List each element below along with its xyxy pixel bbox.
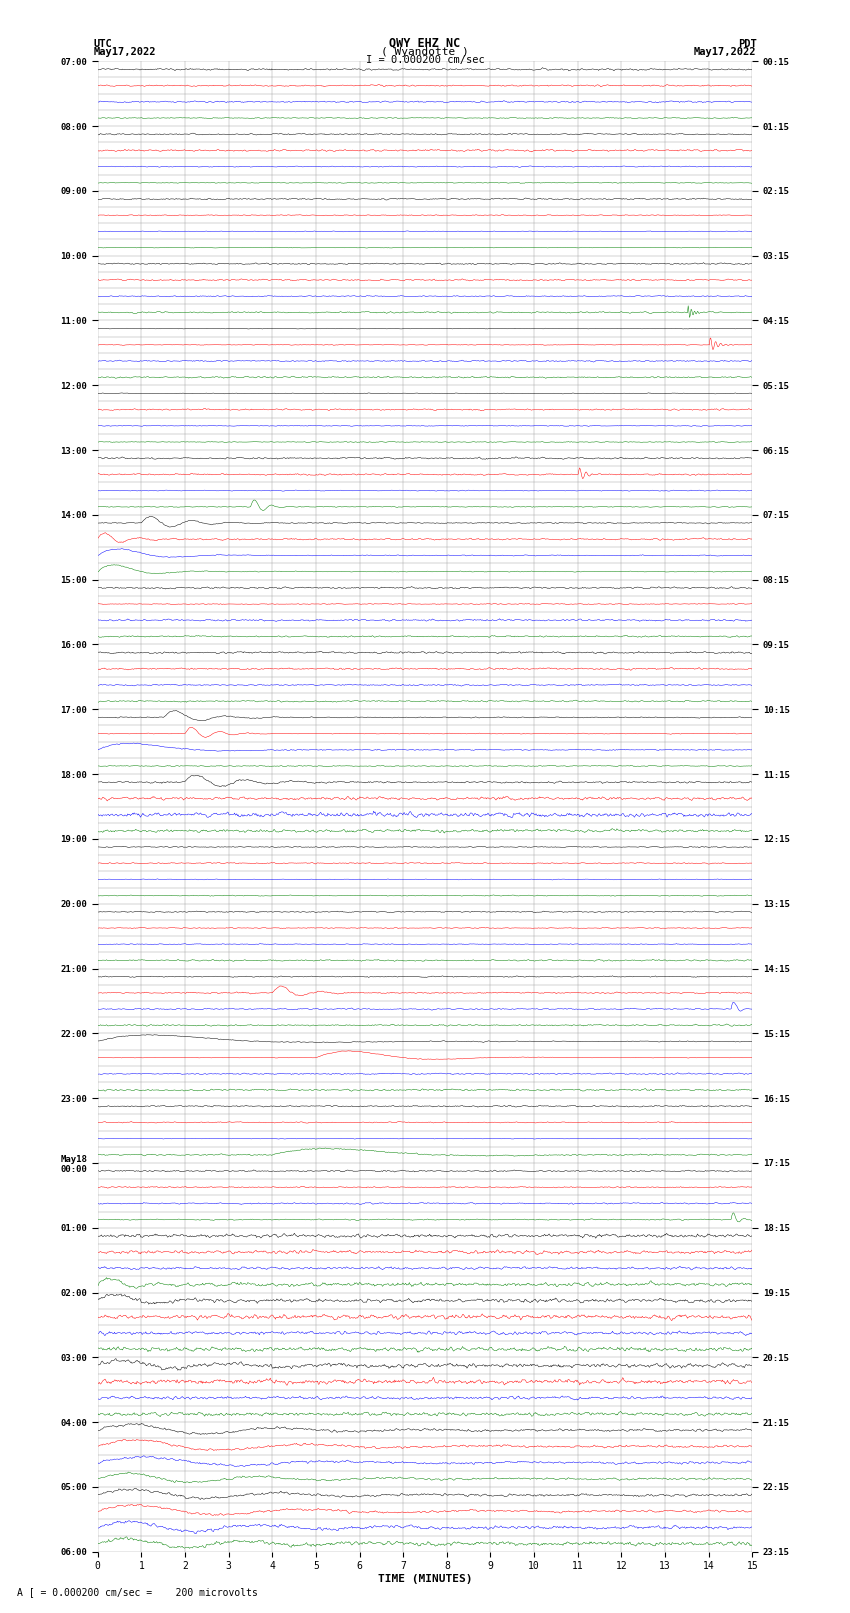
Text: I = 0.000200 cm/sec: I = 0.000200 cm/sec <box>366 55 484 65</box>
Text: UTC: UTC <box>94 39 112 50</box>
Text: A [ = 0.000200 cm/sec =    200 microvolts: A [ = 0.000200 cm/sec = 200 microvolts <box>17 1587 258 1597</box>
Text: May17,2022: May17,2022 <box>694 47 756 58</box>
Text: PDT: PDT <box>738 39 756 50</box>
Text: May17,2022: May17,2022 <box>94 47 156 58</box>
X-axis label: TIME (MINUTES): TIME (MINUTES) <box>377 1574 473 1584</box>
Text: QWY EHZ NC: QWY EHZ NC <box>389 35 461 50</box>
Text: ( Wyandotte ): ( Wyandotte ) <box>381 47 469 58</box>
